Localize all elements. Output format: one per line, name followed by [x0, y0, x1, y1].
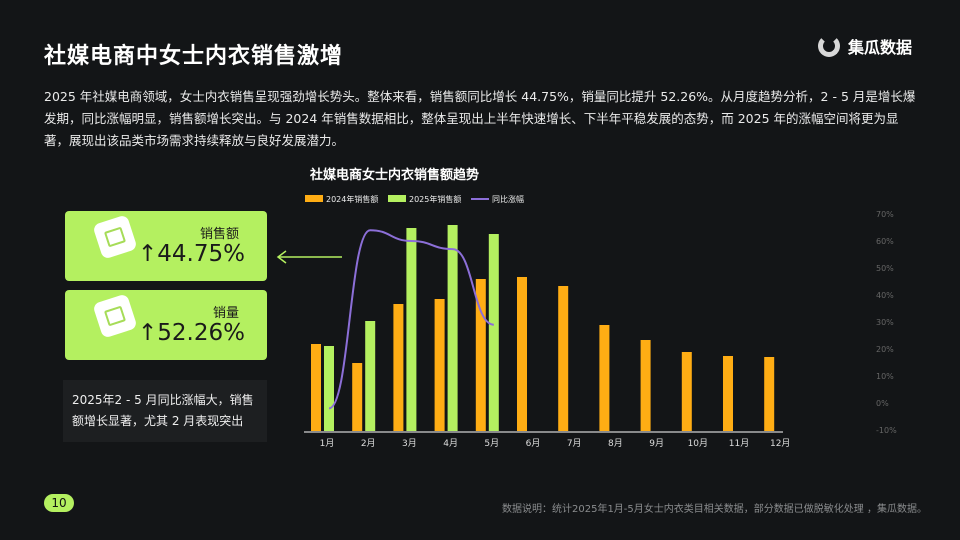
x-tick-label: 3月	[402, 438, 417, 449]
bar-2024	[681, 352, 692, 431]
bar-2024	[723, 356, 733, 431]
bar-2024	[764, 357, 775, 431]
x-tick-label: 2月	[361, 438, 376, 449]
bar-2025	[406, 228, 417, 431]
logo-icon	[818, 35, 840, 57]
bar-2024	[393, 304, 404, 431]
x-tick-label: 9月	[649, 438, 664, 449]
y-tick-label: 20%	[876, 345, 894, 354]
y-tick-label: 70%	[876, 210, 894, 219]
card-value: ↑52.26%	[138, 320, 245, 346]
bar-2024	[640, 340, 651, 431]
x-tick-label: 11月	[729, 438, 749, 449]
y-tick-label: 0%	[876, 399, 889, 408]
legend-label: 2024年销售额	[326, 194, 378, 204]
bar-2024	[599, 325, 610, 431]
y-tick-label: 60%	[876, 237, 894, 246]
x-tick-label: 4月	[443, 438, 458, 449]
brand-logo: 集瓜数据	[818, 34, 912, 58]
legend-label: 2025年销售额	[409, 194, 461, 204]
x-tick-label: 1月	[320, 438, 335, 449]
x-tick-label: 6月	[526, 438, 541, 449]
bar-2025	[488, 234, 499, 431]
legend-swatch	[305, 195, 323, 202]
bar-2025	[324, 346, 334, 431]
y-tick-label: -10%	[876, 426, 897, 435]
y-tick-label: 10%	[876, 372, 894, 381]
intro-paragraph: 2025 年社媒电商领域，女士内衣销售呈现强劲增长势头。整体来看，销售额同比增长…	[44, 89, 916, 148]
bar-2025	[447, 225, 458, 431]
card-value: ↑44.75%	[138, 241, 245, 267]
page-title: 社媒电商中女士内衣销售激增	[44, 44, 344, 69]
insight-note: 2025年2 - 5 月同比涨幅大，销售额增长显著，尤其 2 月表现突出	[63, 380, 267, 442]
card-label: 销售额	[199, 227, 239, 242]
x-tick-label: 5月	[484, 438, 499, 449]
card-label: 销量	[212, 306, 239, 321]
footnote: 数据说明：统计2025年1月-5月女士内衣类目相关数据，部分数据已做脱敏化处理 …	[502, 504, 927, 515]
y-tick-label: 50%	[876, 264, 894, 273]
x-tick-label: 12月	[770, 438, 790, 449]
legend-swatch	[388, 195, 406, 202]
bar-2024	[352, 363, 363, 431]
bar-2024	[517, 277, 527, 431]
x-tick-label: 8月	[608, 438, 623, 449]
bar-2024	[311, 344, 321, 431]
bar-2025	[365, 321, 376, 431]
y-tick-label: 30%	[876, 318, 894, 327]
bar-2024	[475, 279, 486, 431]
chart-title: 社媒电商女士内衣销售额趋势	[310, 168, 480, 183]
sales-amount-card: 销售额 ↑44.75%	[65, 211, 267, 281]
yoy-growth-line	[328, 229, 495, 410]
x-tick-label: 10月	[688, 438, 708, 449]
bar-2024	[434, 299, 445, 431]
arrow-head-icon	[276, 250, 287, 264]
brand-name: 集瓜数据	[848, 38, 913, 57]
legend-label: 同比涨幅	[492, 194, 524, 204]
y-tick-label: 40%	[876, 291, 894, 300]
x-tick-label: 7月	[567, 438, 582, 449]
page-number: 10	[44, 494, 74, 512]
sales-volume-card: 销量 ↑52.26%	[65, 290, 267, 360]
bar-2024	[558, 286, 569, 431]
